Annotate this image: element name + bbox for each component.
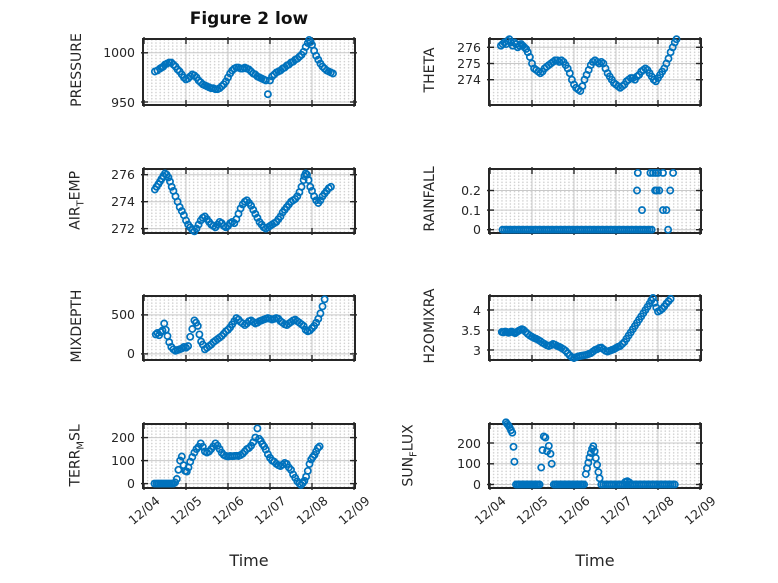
plot-area-pressure (141, 36, 357, 107)
major-grid (490, 170, 700, 232)
plot-area-theta (487, 35, 703, 107)
y-axis-label-h2omixra: H2OMIXRA (422, 288, 438, 364)
y-axis-label-sunflux: SUNFLUX (400, 424, 420, 487)
y-tick-label-rainfall: 0.2 (461, 183, 481, 199)
subplot-h2omixra (487, 294, 703, 362)
major-grid (144, 170, 354, 232)
y-tick-label-h2omixra: 3 (473, 342, 481, 358)
subplot-terr-msl (141, 422, 357, 490)
y-tick-label-airtemp: 276 (111, 167, 135, 183)
y-tick-label-sunflux: 0 (473, 477, 481, 492)
y-tick-label-sunflux: 100 (457, 456, 481, 472)
tick-marks (487, 422, 703, 490)
plot-area-terrmsl (141, 422, 357, 490)
data-series-pressure (150, 36, 337, 99)
subplot-air-temp (141, 167, 357, 236)
major-grid (144, 297, 354, 359)
plot-area-mixdepth (141, 294, 357, 362)
tick-marks (141, 167, 357, 235)
y-axis-label-terrmsl: TERRMSL (67, 424, 87, 487)
y-tick-label-rainfall: 0 (473, 222, 481, 238)
subplot-sun-flux (487, 418, 703, 490)
y-tick-label-terrmsl: 100 (111, 453, 135, 469)
tick-marks (487, 37, 703, 107)
tick-marks (141, 37, 357, 107)
major-grid (144, 425, 354, 487)
subplot-mixdepth (141, 294, 357, 362)
data-series-sunflux (502, 418, 679, 489)
y-tick-label-h2omixra: 4 (473, 302, 481, 318)
y-tick-label-rainfall: 0.1 (461, 202, 481, 218)
tick-marks (487, 167, 703, 235)
y-tick-label-mixdepth: 0 (127, 346, 135, 362)
plot-area-airtemp (141, 167, 357, 236)
y-tick-label-theta: 274 (457, 72, 481, 88)
data-series-h2omixra (497, 294, 675, 362)
plot-area-rainfall (487, 167, 703, 235)
y-tick-label-sunflux: 200 (457, 435, 481, 451)
data-series-mixdepth (151, 295, 329, 355)
y-tick-label-pressure: 950 (111, 94, 135, 110)
data-series-rainfall (498, 168, 678, 234)
y-tick-label-theta: 275 (457, 55, 481, 71)
subplot-pressure (141, 36, 357, 107)
x-axis-label-left: Time (229, 551, 269, 570)
y-tick-label-terrmsl: 0 (127, 476, 135, 492)
x-axis-label-right: Time (575, 551, 615, 570)
tick-marks (141, 294, 357, 362)
tick-marks (487, 294, 703, 362)
figure-title: Figure 2 low (189, 9, 309, 29)
y-tick-label-airtemp: 272 (111, 221, 135, 237)
data-series-theta (496, 35, 681, 95)
y-tick-label-mixdepth: 500 (111, 307, 135, 323)
major-grid (144, 40, 354, 104)
y-tick-label-theta: 276 (457, 39, 481, 55)
subplot-rainfall (487, 167, 703, 235)
y-tick-label-h2omixra: 3.5 (461, 322, 481, 338)
plot-area-h2omixra (487, 294, 703, 362)
data-series-airtemp (150, 169, 335, 236)
tick-marks (141, 422, 357, 490)
y-tick-label-terrmsl: 200 (111, 430, 135, 446)
y-tick-label-pressure: 1000 (103, 45, 135, 61)
y-tick-label-airtemp: 274 (111, 194, 135, 210)
plot-area-sunflux (487, 418, 703, 490)
major-grid (490, 425, 700, 487)
subplot-theta (487, 35, 703, 107)
data-series-terrmsl (150, 424, 324, 489)
